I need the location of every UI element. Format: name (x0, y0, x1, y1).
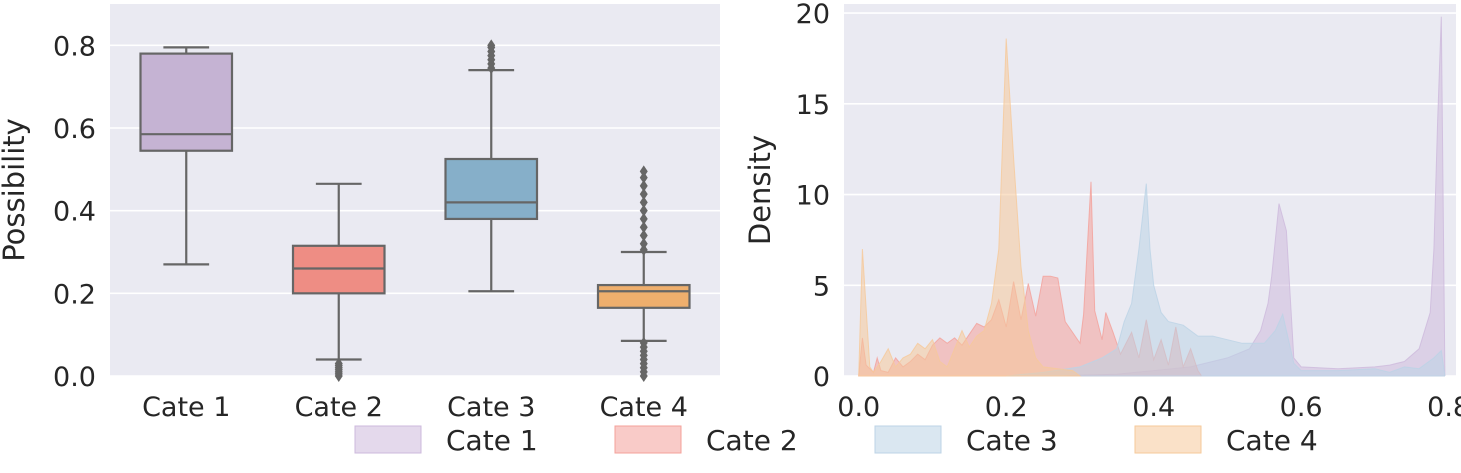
outlier-point (639, 336, 648, 349)
density-plot-y-tick-label: 0 (813, 362, 830, 393)
box-plot-x-tick-label: Cate 2 (295, 392, 383, 423)
density-plot-x-tick-labels: 0.0 0.2 0.4 0.6 0.8 (837, 392, 1461, 423)
outlier-point (334, 357, 343, 370)
density-plot-x-tick-label: 0.4 (1132, 392, 1175, 423)
legend-entry: Cate 3 (874, 424, 1058, 457)
density-plot-x-tick-label: 0.8 (1427, 392, 1461, 423)
density-plot-y-tick-label: 10 (796, 181, 830, 212)
legend-swatch (354, 425, 422, 454)
density-area-cate-3 (1006, 183, 1446, 377)
box-plot-y-tick-label: 0.0 (53, 362, 96, 393)
box-plot-y-tick-label: 0.6 (53, 114, 96, 145)
box-4 (596, 165, 691, 382)
outlier-point (639, 221, 648, 234)
outlier-point (639, 212, 648, 225)
legend-entry: Cate 2 (614, 424, 798, 457)
density-plot-y-tick-labels: 0 5 10 15 20 (796, 0, 830, 393)
outlier-point (639, 237, 648, 250)
legend-entry: Cate 1 (354, 424, 538, 457)
legend-label: Cate 1 (446, 424, 538, 457)
box-plot-y-tick-label: 0.8 (53, 31, 96, 62)
legend: Cate 1 Cate 2 Cate 3 Cate 4 (354, 424, 1318, 457)
density-plot-y-tick-label: 20 (796, 0, 830, 30)
box-plot-y-tick-label: 0.2 (53, 279, 96, 310)
box-3 (444, 39, 539, 293)
interquartile-box (444, 157, 539, 221)
outlier-point (639, 196, 648, 209)
box-plot-y-tick-label: 0.4 (53, 197, 96, 228)
outlier-point (639, 229, 648, 242)
outlier-point (639, 243, 648, 256)
legend-label: Cate 3 (966, 424, 1058, 457)
box-plot-x-tick-labels: Cate 1 Cate 2 Cate 3 Cate 4 (142, 392, 688, 423)
box-plot-y-tick-labels: 0.0 0.2 0.4 0.6 0.8 (53, 31, 96, 393)
density-plot-x-tick-label: 0.2 (985, 392, 1028, 423)
density-plot-y-axis-label: Density (743, 135, 777, 245)
box-1 (139, 46, 234, 266)
box-plot-x-tick-label: Cate 1 (142, 392, 230, 423)
legend-swatch (1134, 425, 1202, 454)
legend-label: Cate 2 (706, 424, 798, 457)
box-plot-panel: 0.0 0.2 0.4 0.6 0.8 Cate 1 Cate 2 Cate 3 Cate 4… (0, 4, 720, 423)
box-plot-x-tick-label: Cate 4 (600, 392, 688, 423)
interquartile-box (596, 283, 691, 309)
legend-swatch (874, 425, 942, 454)
outlier-point (639, 179, 648, 192)
legend-label: Cate 4 (1226, 424, 1318, 457)
legend-swatch (614, 425, 682, 454)
density-plot-x-tick-label: 0.0 (837, 392, 880, 423)
box-plot-y-axis-label: Possibility (0, 118, 31, 262)
interquartile-box (139, 52, 234, 152)
box-2 (291, 182, 386, 382)
box-plot-x-tick-label: Cate 3 (447, 392, 535, 423)
outlier-point (487, 39, 496, 52)
density-plot-y-tick-label: 5 (813, 271, 830, 302)
outlier-point (639, 171, 648, 184)
density-plot-x-tick-label: 0.6 (1280, 392, 1323, 423)
box-plot-marks (139, 39, 691, 382)
outlier-point (639, 188, 648, 201)
outlier-point (639, 165, 648, 178)
density-plot-y-tick-label: 15 (796, 90, 830, 121)
density-plot-panel: 0 5 10 15 20 0.0 0.2 0.4 0.6 0.8 Density (743, 0, 1461, 423)
legend-entry: Cate 4 (1134, 424, 1318, 457)
outlier-point (639, 204, 648, 217)
density-area-cate-4 (858, 38, 1082, 377)
density-plot-areas (858, 16, 1446, 377)
